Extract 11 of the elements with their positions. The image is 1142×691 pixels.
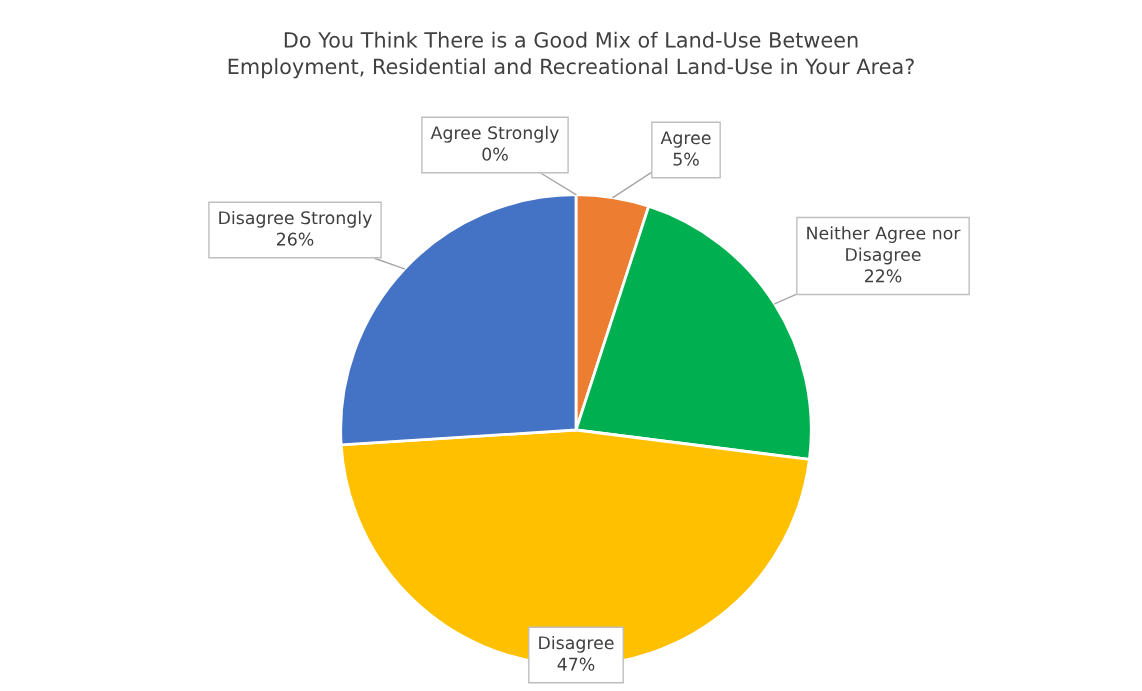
chart-title: Do You Think There is a Good Mix of Land-Use Between Employment, Residential and Recreational Land-Use in Your Area?: [228, 31, 914, 79]
slice-label: Neither Agree nor Disagree: [807, 226, 961, 265]
slice-label: Disagree Strongly: [219, 210, 372, 228]
category-label: Agree Strongly: [430, 125, 559, 143]
text: 0%: [482, 147, 508, 161]
slice-label: Disagree: [539, 635, 614, 653]
data-label: 47%: [557, 657, 595, 671]
data-label: 5%: [673, 152, 699, 166]
data-label: 26%: [276, 232, 314, 246]
data-label: 22%: [864, 269, 902, 283]
slice-label: Agree: [660, 131, 711, 148]
